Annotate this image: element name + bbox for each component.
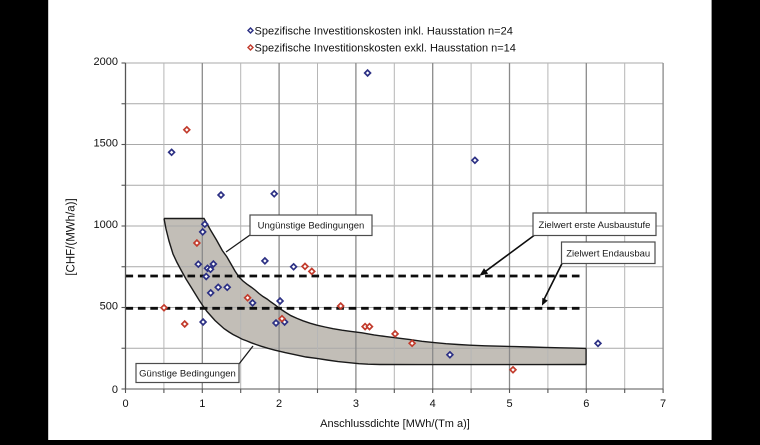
svg-text:Zielwert Endausbau: Zielwert Endausbau (566, 248, 650, 259)
svg-text:2: 2 (276, 398, 282, 410)
svg-text:0: 0 (122, 398, 128, 410)
svg-text:Ungünstige Bedingungen: Ungünstige Bedingungen (258, 221, 365, 232)
svg-text:Spezifische Investitionskosten: Spezifische Investitionskosten exkl. Hau… (255, 43, 516, 55)
svg-text:2000: 2000 (94, 56, 118, 68)
svg-text:3: 3 (353, 398, 359, 410)
svg-text:Zielwert erste Ausbaustufe: Zielwert erste Ausbaustufe (539, 220, 651, 231)
svg-text:Spezifische Investitionskosten: Spezifische Investitionskosten inkl. Hau… (255, 26, 513, 38)
svg-text:6: 6 (583, 398, 589, 410)
svg-text:[CHF/(MWh/a)]: [CHF/(MWh/a)] (66, 198, 78, 275)
svg-text:4: 4 (430, 398, 436, 410)
svg-text:5: 5 (506, 398, 512, 410)
svg-text:1: 1 (199, 398, 205, 410)
svg-text:Anschlussdichte [MWh/(Tm a)]: Anschlussdichte [MWh/(Tm a)] (320, 418, 470, 430)
svg-text:1500: 1500 (94, 138, 118, 150)
svg-text:500: 500 (100, 301, 118, 313)
svg-text:1000: 1000 (94, 219, 118, 231)
svg-text:7: 7 (660, 398, 666, 410)
svg-text:Günstige Bedingungen: Günstige Bedingungen (139, 368, 236, 379)
svg-text:0: 0 (112, 384, 118, 396)
